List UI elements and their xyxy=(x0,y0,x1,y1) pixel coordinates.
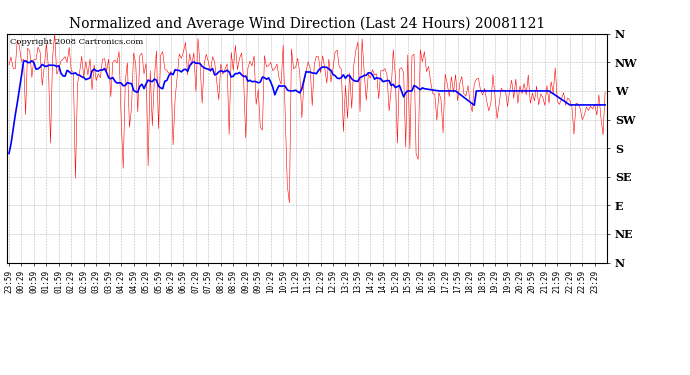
Title: Normalized and Average Wind Direction (Last 24 Hours) 20081121: Normalized and Average Wind Direction (L… xyxy=(69,17,545,31)
Text: Copyright 2008 Cartronics.com: Copyright 2008 Cartronics.com xyxy=(10,38,143,46)
